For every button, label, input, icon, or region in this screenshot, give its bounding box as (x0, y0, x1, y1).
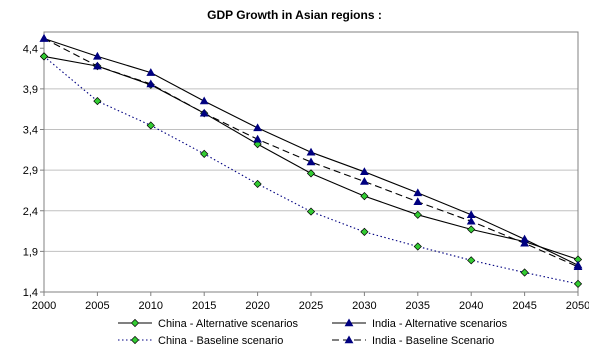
data-point (199, 96, 209, 105)
legend-marker (344, 318, 354, 327)
series-line-3 (43, 55, 579, 285)
x-tick-label: 2010 (139, 300, 163, 312)
data-point (39, 52, 49, 61)
data-point (146, 68, 156, 76)
data-point (306, 157, 316, 166)
y-axis-ticks: 4,4 3,9 3,4 2,9 2,4 1,9 1,4 (23, 43, 44, 299)
data-point (253, 123, 263, 132)
data-point (573, 262, 583, 271)
data-point (359, 176, 369, 185)
x-tick-label: 2000 (32, 300, 56, 312)
data-point (146, 121, 155, 130)
legend-marker (130, 335, 140, 345)
x-tick-label: 2030 (352, 300, 376, 312)
y-tick-label: 2,4 (23, 206, 38, 218)
legend-marker (344, 335, 354, 344)
data-point (466, 210, 476, 219)
y-tick-label: 4,4 (23, 43, 38, 55)
x-axis-ticks: 2000 2005 2010 2015 2020 2025 2030 2035 2040 2045… (32, 292, 589, 312)
data-point (413, 188, 423, 197)
data-point (360, 192, 369, 201)
x-tick-label: 2035 (406, 300, 430, 312)
x-tick-label: 2005 (85, 300, 109, 312)
data-point (467, 256, 476, 265)
x-tick-label: 2040 (459, 300, 483, 312)
y-tick-label: 1,9 (23, 246, 38, 258)
data-point (413, 197, 423, 206)
data-point (360, 227, 369, 236)
data-point (467, 225, 476, 234)
data-point (253, 179, 262, 189)
data-point (359, 167, 369, 175)
data-point (253, 134, 263, 143)
x-tick-label: 2020 (245, 300, 269, 312)
series-markers (39, 33, 583, 288)
data-point (93, 96, 102, 106)
legend-label: China - Baseline scenario (158, 335, 283, 347)
data-point (92, 51, 102, 60)
data-point (306, 207, 316, 216)
data-point (306, 147, 316, 156)
y-tick-label: 3,4 (23, 125, 38, 137)
x-tick-label: 2015 (192, 300, 216, 312)
data-point (200, 149, 209, 158)
data-point (146, 79, 156, 88)
legend-label: India - Alternative scenarios (372, 318, 508, 330)
legend-label: China - Alternative scenarios (158, 318, 299, 330)
y-tick-label: 2,9 (23, 165, 38, 177)
data-point (39, 33, 49, 42)
x-tick-label: 2050 (566, 300, 589, 312)
x-tick-label: 2045 (512, 300, 536, 312)
legend-label: India - Baseline Scenario (372, 335, 494, 347)
x-tick-label: 2025 (299, 300, 323, 312)
legend-marker (130, 318, 140, 328)
data-point (466, 216, 476, 225)
data-point (413, 210, 422, 219)
series-line-4 (43, 38, 579, 268)
data-point (520, 238, 530, 247)
y-tick-label: 3,9 (23, 84, 38, 96)
data-point (92, 61, 102, 70)
data-point (199, 108, 209, 117)
legend: China - Alternative scenarios India - Alt… (118, 318, 508, 347)
data-point (520, 268, 529, 277)
y-tick-label: 1,4 (23, 287, 38, 299)
data-point (413, 242, 422, 251)
data-point (306, 169, 316, 178)
chart-title: GDP Growth in Asian regions : (207, 8, 382, 22)
data-point (573, 279, 583, 288)
